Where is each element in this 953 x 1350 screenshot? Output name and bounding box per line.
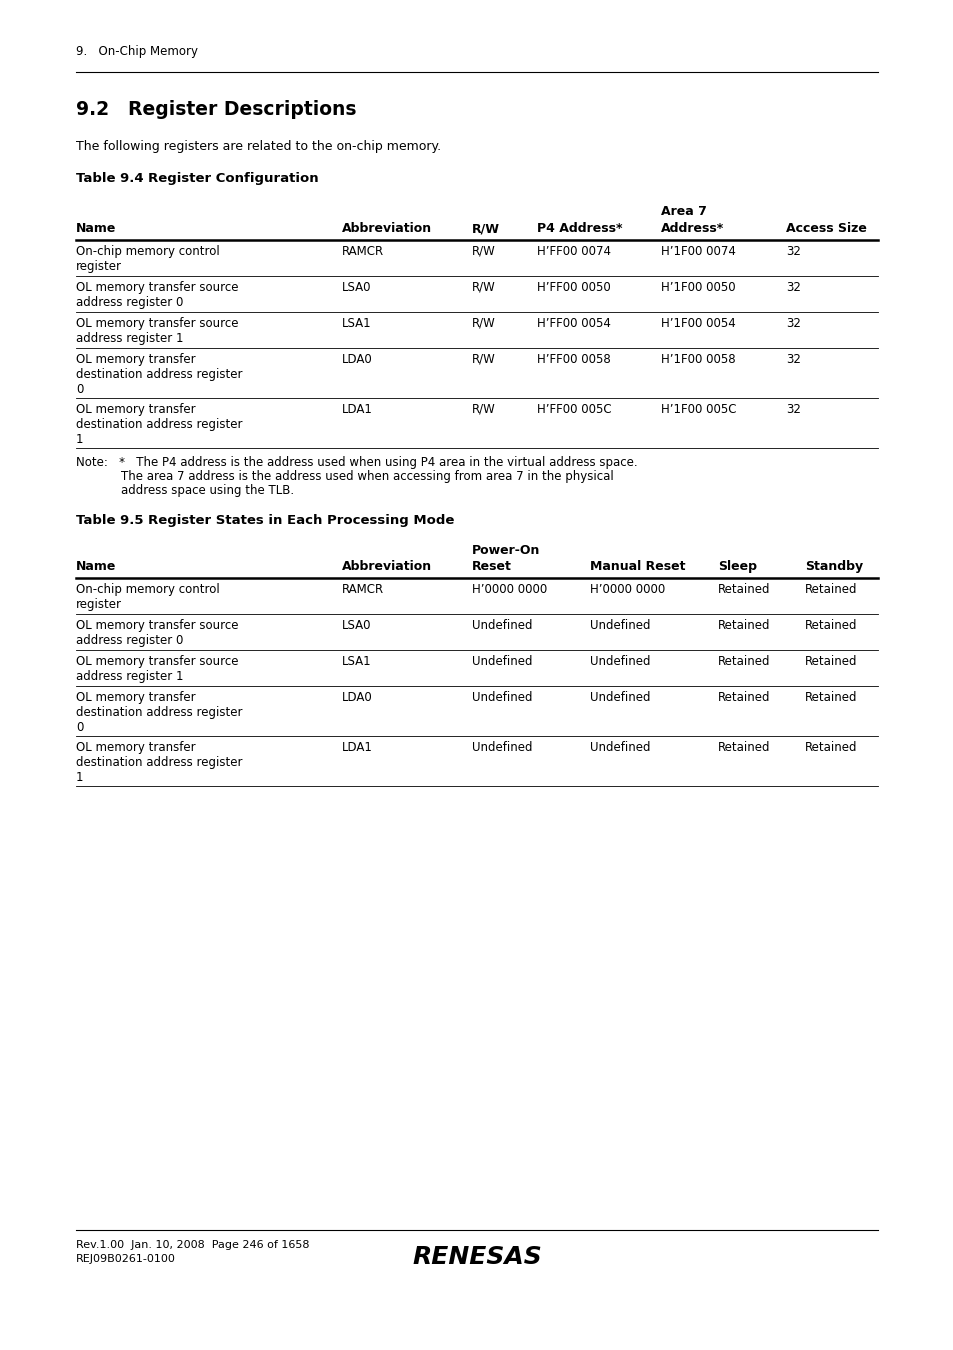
Text: H’FF00 0054: H’FF00 0054: [537, 317, 610, 329]
Text: Table 9.5: Table 9.5: [76, 514, 143, 526]
Text: LSA1: LSA1: [341, 655, 372, 668]
Text: Retained: Retained: [718, 691, 770, 703]
Text: 32: 32: [785, 281, 800, 294]
Text: Rev.1.00  Jan. 10, 2008  Page 246 of 1658: Rev.1.00 Jan. 10, 2008 Page 246 of 1658: [76, 1241, 309, 1250]
Text: LSA0: LSA0: [341, 620, 371, 632]
Text: H’1F00 0074: H’1F00 0074: [660, 244, 735, 258]
Text: OL memory transfer
destination address register
1: OL memory transfer destination address r…: [76, 741, 242, 784]
Text: LSA1: LSA1: [341, 317, 372, 329]
Text: Retained: Retained: [804, 741, 857, 755]
Text: OL memory transfer
destination address register
0: OL memory transfer destination address r…: [76, 691, 242, 734]
Text: Retained: Retained: [804, 620, 857, 632]
Text: LDA1: LDA1: [341, 741, 373, 755]
Text: Table 9.4: Table 9.4: [76, 171, 144, 185]
Text: OL memory transfer
destination address register
0: OL memory transfer destination address r…: [76, 352, 242, 396]
Text: Undefined: Undefined: [472, 691, 532, 703]
Text: R/W: R/W: [472, 317, 496, 329]
Text: REJ09B0261-0100: REJ09B0261-0100: [76, 1254, 175, 1264]
Text: H’1F00 0050: H’1F00 0050: [660, 281, 735, 294]
Text: 32: 32: [785, 317, 800, 329]
Text: OL memory transfer source
address register 1: OL memory transfer source address regist…: [76, 655, 238, 683]
Text: LDA1: LDA1: [341, 404, 373, 416]
Text: H’0000 0000: H’0000 0000: [589, 583, 664, 595]
Text: RENESAS: RENESAS: [412, 1245, 541, 1269]
Text: The following registers are related to the on-chip memory.: The following registers are related to t…: [76, 140, 440, 153]
Text: H’1F00 005C: H’1F00 005C: [660, 404, 736, 416]
Text: LDA0: LDA0: [341, 691, 373, 703]
Text: H’1F00 0058: H’1F00 0058: [660, 352, 735, 366]
Text: OL memory transfer source
address register 0: OL memory transfer source address regist…: [76, 281, 238, 309]
Text: H’FF00 0050: H’FF00 0050: [537, 281, 610, 294]
Text: Retained: Retained: [804, 691, 857, 703]
Text: Manual Reset: Manual Reset: [589, 560, 685, 572]
Text: Power-On: Power-On: [472, 544, 539, 558]
Text: LDA0: LDA0: [341, 352, 373, 366]
Text: address space using the TLB.: address space using the TLB.: [76, 485, 294, 497]
Text: The area 7 address is the address used when accessing from area 7 in the physica: The area 7 address is the address used w…: [76, 470, 613, 483]
Text: R/W: R/W: [472, 352, 496, 366]
Text: Area 7: Area 7: [660, 205, 706, 217]
Text: 9.   On-Chip Memory: 9. On-Chip Memory: [76, 45, 198, 58]
Text: 32: 32: [785, 404, 800, 416]
Text: RAMCR: RAMCR: [341, 244, 384, 258]
Text: 9.2: 9.2: [76, 100, 109, 119]
Text: Name: Name: [76, 221, 116, 235]
Text: 32: 32: [785, 244, 800, 258]
Text: Standby: Standby: [804, 560, 862, 572]
Text: On-chip memory control
register: On-chip memory control register: [76, 583, 219, 612]
Text: R/W: R/W: [472, 244, 496, 258]
Text: P4 Address*: P4 Address*: [537, 221, 622, 235]
Text: Undefined: Undefined: [472, 741, 532, 755]
Text: Abbreviation: Abbreviation: [341, 221, 432, 235]
Text: On-chip memory control
register: On-chip memory control register: [76, 244, 219, 273]
Text: Retained: Retained: [718, 655, 770, 668]
Text: Reset: Reset: [472, 560, 512, 572]
Text: OL memory transfer source
address register 0: OL memory transfer source address regist…: [76, 620, 238, 647]
Text: Name: Name: [76, 560, 116, 572]
Text: Sleep: Sleep: [718, 560, 757, 572]
Text: Address*: Address*: [660, 221, 723, 235]
Text: Retained: Retained: [804, 583, 857, 595]
Text: H’FF00 0074: H’FF00 0074: [537, 244, 610, 258]
Text: Retained: Retained: [718, 583, 770, 595]
Text: Retained: Retained: [804, 655, 857, 668]
Text: OL memory transfer
destination address register
1: OL memory transfer destination address r…: [76, 404, 242, 446]
Text: H’1F00 0054: H’1F00 0054: [660, 317, 735, 329]
Text: Abbreviation: Abbreviation: [341, 560, 432, 572]
Text: R/W: R/W: [472, 404, 496, 416]
Text: Register Configuration: Register Configuration: [148, 171, 318, 185]
Text: Undefined: Undefined: [472, 620, 532, 632]
Text: Register States in Each Processing Mode: Register States in Each Processing Mode: [148, 514, 454, 526]
Text: Register Descriptions: Register Descriptions: [128, 100, 356, 119]
Text: Undefined: Undefined: [589, 655, 650, 668]
Text: RAMCR: RAMCR: [341, 583, 384, 595]
Text: R/W: R/W: [472, 221, 499, 235]
Text: H’FF00 0058: H’FF00 0058: [537, 352, 610, 366]
Text: R/W: R/W: [472, 281, 496, 294]
Text: H’0000 0000: H’0000 0000: [472, 583, 547, 595]
Text: Access Size: Access Size: [785, 221, 866, 235]
Text: Retained: Retained: [718, 741, 770, 755]
Text: LSA0: LSA0: [341, 281, 371, 294]
Text: 32: 32: [785, 352, 800, 366]
Text: H’FF00 005C: H’FF00 005C: [537, 404, 611, 416]
Text: OL memory transfer source
address register 1: OL memory transfer source address regist…: [76, 317, 238, 346]
Text: Undefined: Undefined: [589, 620, 650, 632]
Text: Note:   *   The P4 address is the address used when using P4 area in the virtual: Note: * The P4 address is the address us…: [76, 456, 637, 468]
Text: Undefined: Undefined: [589, 691, 650, 703]
Text: Retained: Retained: [718, 620, 770, 632]
Text: Undefined: Undefined: [472, 655, 532, 668]
Text: Undefined: Undefined: [589, 741, 650, 755]
